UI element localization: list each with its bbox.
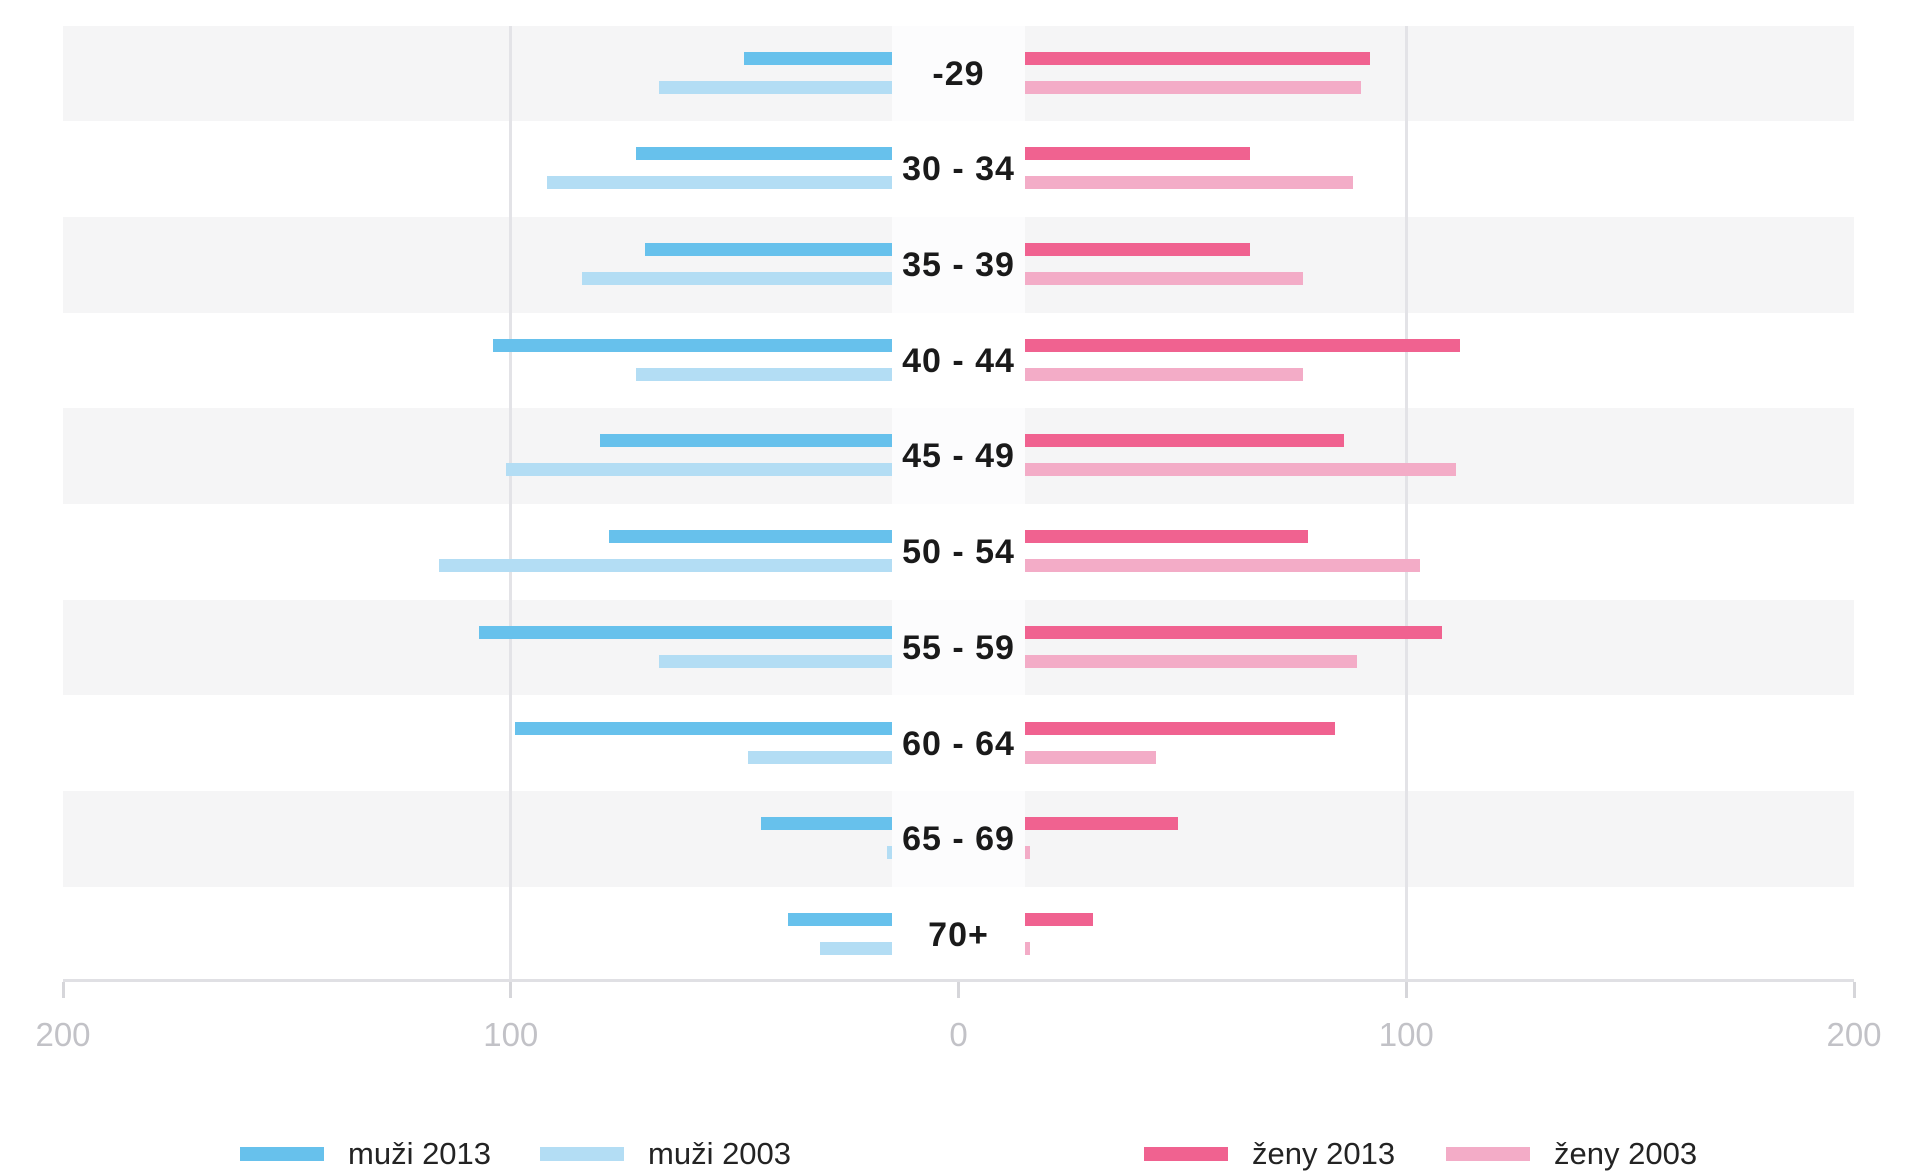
bar-zeny-2013-45-49 [1025, 434, 1344, 448]
x-axis-line [63, 979, 1854, 982]
bar-muzi-2003-70plus [819, 941, 892, 955]
bar-muzi-2003-50-54 [439, 559, 892, 573]
gridline-100 [509, 25, 513, 979]
bar-zeny-2003-45-49 [1025, 463, 1456, 477]
bar-muzi-2003-60-64 [748, 750, 892, 764]
bar-zeny-2003-70plus [1025, 941, 1031, 955]
legend-swatch-zeny-2013 [1144, 1147, 1228, 1161]
x-axis-tick-200 [61, 982, 65, 998]
bar-zeny-2013-50-54 [1025, 530, 1308, 544]
age-group-label-50-54: 50 - 54 [902, 533, 1015, 572]
bar-zeny-2003-55-59 [1025, 654, 1357, 668]
x-axis-tick-0 [957, 982, 960, 998]
bar-muzi-2013-40-44 [492, 338, 892, 352]
legend-swatch-zeny-2003 [1446, 1147, 1530, 1161]
x-axis-tick-100 [1404, 982, 1408, 998]
bar-zeny-2013-60-64 [1025, 721, 1335, 735]
bar-zeny-2003--29 [1025, 80, 1362, 94]
center-label-column [892, 25, 1025, 979]
legend-label-zeny-2003: ženy 2003 [1554, 1136, 1698, 1171]
x-axis-tick-label-100: 100 [1378, 1016, 1434, 1053]
age-group-label-35-39: 35 - 39 [902, 246, 1015, 284]
age-group-label-30-34: 30 - 34 [902, 150, 1015, 189]
x-axis-tick-label-100: 100 [483, 1016, 539, 1053]
bar-muzi-2013-50-54 [609, 530, 892, 544]
age-group-label-70plus: 70+ [928, 915, 989, 954]
legend-label-muzi-2013: muži 2013 [348, 1136, 492, 1171]
bar-zeny-2013-35-39 [1025, 243, 1250, 256]
bar-muzi-2013-30-34 [636, 147, 892, 161]
bar-muzi-2013-45-49 [600, 434, 892, 448]
bar-muzi-2003-35-39 [582, 272, 892, 285]
bar-zeny-2003-50-54 [1025, 559, 1420, 573]
x-axis-tick-100 [509, 982, 513, 998]
legend-label-muzi-2003: muži 2003 [648, 1136, 792, 1171]
bar-muzi-2003-40-44 [636, 367, 892, 381]
legend-swatch-muzi-2003 [540, 1147, 624, 1161]
bar-muzi-2003--29 [658, 80, 892, 94]
bar-zeny-2013-70plus [1025, 912, 1093, 926]
gridline-100 [1404, 25, 1408, 979]
age-group-label-40-44: 40 - 44 [902, 341, 1015, 380]
age-group-label-65-69: 65 - 69 [902, 820, 1015, 859]
bar-zeny-2013-40-44 [1025, 338, 1460, 352]
bar-zeny-2003-65-69 [1025, 846, 1031, 860]
legend-swatch-muzi-2013 [240, 1147, 324, 1161]
bar-zeny-2013-55-59 [1025, 625, 1443, 639]
age-group-label--29: -29 [932, 54, 985, 93]
x-axis-tick-label-200: 200 [35, 1016, 91, 1053]
bar-muzi-2003-45-49 [506, 463, 892, 477]
bar-muzi-2003-65-69 [886, 846, 892, 860]
age-group-label-60-64: 60 - 64 [902, 724, 1015, 763]
bar-zeny-2003-60-64 [1025, 750, 1156, 764]
legend-label-zeny-2013: ženy 2013 [1252, 1136, 1396, 1171]
bar-zeny-2013-65-69 [1025, 817, 1178, 831]
x-axis-tick-label-200: 200 [1826, 1016, 1882, 1053]
bar-zeny-2013-30-34 [1025, 147, 1250, 161]
bar-muzi-2013-70plus [788, 912, 892, 926]
bar-muzi-2003-30-34 [546, 176, 892, 190]
bar-muzi-2013-65-69 [761, 817, 892, 831]
bar-muzi-2013-60-64 [515, 721, 892, 735]
bar-zeny-2003-40-44 [1025, 367, 1304, 381]
age-group-label-55-59: 55 - 59 [902, 628, 1015, 667]
bar-muzi-2003-55-59 [658, 654, 892, 668]
bar-zeny-2003-30-34 [1025, 176, 1353, 190]
bar-muzi-2013--29 [743, 51, 892, 65]
age-group-label-45-49: 45 - 49 [902, 437, 1015, 476]
bar-muzi-2013-35-39 [645, 243, 892, 256]
bar-muzi-2013-55-59 [479, 625, 892, 639]
bar-zeny-2013--29 [1025, 51, 1371, 65]
bar-zeny-2003-35-39 [1025, 272, 1304, 285]
x-axis-tick-label-0: 0 [949, 1016, 968, 1053]
x-axis-tick-200 [1852, 982, 1856, 998]
